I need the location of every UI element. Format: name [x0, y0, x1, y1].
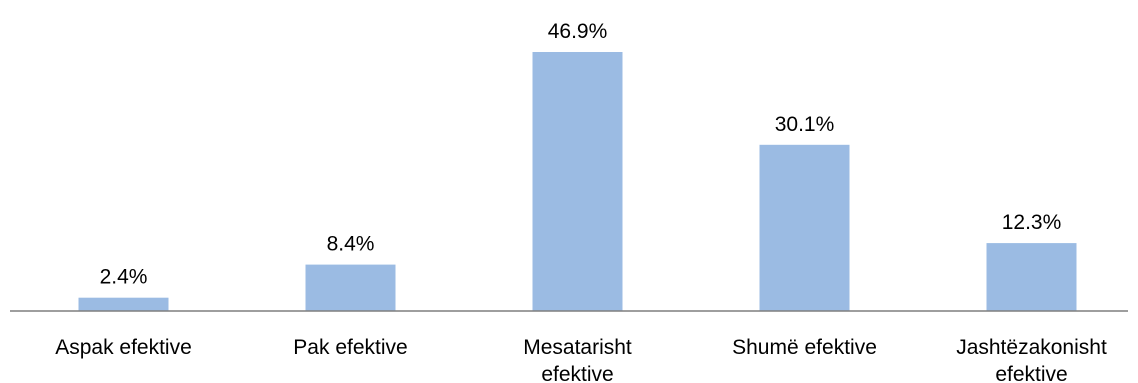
- category-label-line: Mesatarisht: [523, 336, 632, 359]
- data-label-1: 8.4%: [327, 233, 375, 256]
- labels-layer: 2.4% 8.4% 46.9% 30.1% 12.3%: [100, 20, 1062, 289]
- category-label-0: Aspak efektive: [55, 336, 192, 359]
- bar-3: [759, 144, 850, 311]
- bar-2: [532, 52, 623, 311]
- category-label-line: efektive: [541, 363, 613, 383]
- category-label-line: Aspak efektive: [55, 336, 192, 359]
- data-label-2: 46.9%: [548, 20, 608, 43]
- category-label-line: efektive: [995, 363, 1067, 383]
- category-label-line: Pak efektive: [293, 336, 407, 359]
- bars-layer: [78, 52, 1077, 311]
- bar-4: [986, 243, 1077, 311]
- category-label-line: Shumë efektive: [732, 336, 877, 359]
- bar-0: [78, 297, 169, 311]
- category-label-2: Mesatarisht efektive: [523, 336, 632, 383]
- data-label-0: 2.4%: [100, 266, 148, 289]
- category-label-1: Pak efektive: [293, 336, 407, 359]
- category-labels-layer: Aspak efektive Pak efektive Mesatarisht efe…: [55, 336, 1107, 383]
- category-label-4: Jashtëzakonisht efektive: [956, 336, 1107, 383]
- category-label-3: Shumë efektive: [732, 336, 877, 359]
- category-label-line: Jashtëzakonisht: [956, 336, 1107, 359]
- bar-1: [305, 264, 396, 311]
- data-label-3: 30.1%: [775, 113, 835, 136]
- data-label-4: 12.3%: [1002, 211, 1062, 234]
